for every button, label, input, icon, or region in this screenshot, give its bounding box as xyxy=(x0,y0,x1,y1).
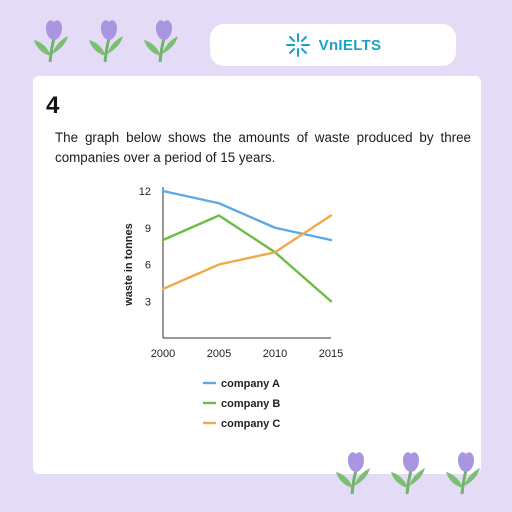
tulip-icon xyxy=(34,20,68,63)
task-number: 4 xyxy=(46,92,60,119)
tulip-icon xyxy=(391,452,425,495)
x-tick-label: 2000 xyxy=(151,348,175,360)
legend-label: company B xyxy=(221,398,280,410)
tulip-icon xyxy=(89,20,123,63)
y-tick-label: 12 xyxy=(139,186,151,198)
tulip-decoration-top xyxy=(34,20,178,63)
series-line-company-b xyxy=(161,214,333,303)
brand-name: VnIELTS xyxy=(318,36,382,54)
tulip-icon xyxy=(144,20,178,63)
tulip-decoration-bottom xyxy=(336,452,480,495)
legend-label: company C xyxy=(221,418,280,430)
x-tick-label: 2010 xyxy=(263,348,287,360)
y-tick-label: 3 xyxy=(145,296,151,308)
sparkle-icon xyxy=(285,33,310,57)
tulip-icon xyxy=(446,452,480,495)
task-prompt: The graph below shows the amounts of was… xyxy=(55,130,471,165)
brand-bar: VnIELTS xyxy=(210,24,456,66)
x-tick-label: 2005 xyxy=(207,348,231,360)
tulip-icon xyxy=(336,452,370,495)
line-chart: 3 6 9 12 2000 2005 2010 2015 waste in tonnes com… xyxy=(123,186,343,430)
legend-label: company A xyxy=(221,378,280,390)
x-tick-label: 2015 xyxy=(319,348,343,360)
y-axis-title: waste in tonnes xyxy=(123,223,135,307)
y-tick-label: 9 xyxy=(145,223,151,235)
series-line-company-c xyxy=(161,214,333,291)
y-tick-label: 6 xyxy=(145,260,151,272)
task-card: 4 The graph below shows the amounts of w… xyxy=(33,76,481,474)
